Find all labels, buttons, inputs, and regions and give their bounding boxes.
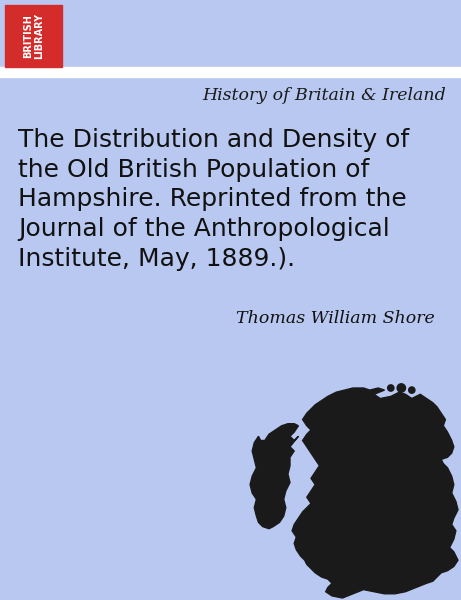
Polygon shape xyxy=(250,424,298,529)
Polygon shape xyxy=(292,388,458,598)
Circle shape xyxy=(397,384,406,392)
Circle shape xyxy=(408,387,415,393)
Bar xyxy=(0,67,461,77)
Circle shape xyxy=(388,385,394,391)
Bar xyxy=(5,5,62,67)
Text: Thomas William Shore: Thomas William Shore xyxy=(236,310,435,327)
Text: BRITISH
LIBRARY: BRITISH LIBRARY xyxy=(23,13,44,59)
Text: The Distribution and Density of
the Old British Population of
Hampshire. Reprint: The Distribution and Density of the Old … xyxy=(18,128,409,271)
Text: History of Britain & Ireland: History of Britain & Ireland xyxy=(202,86,446,103)
